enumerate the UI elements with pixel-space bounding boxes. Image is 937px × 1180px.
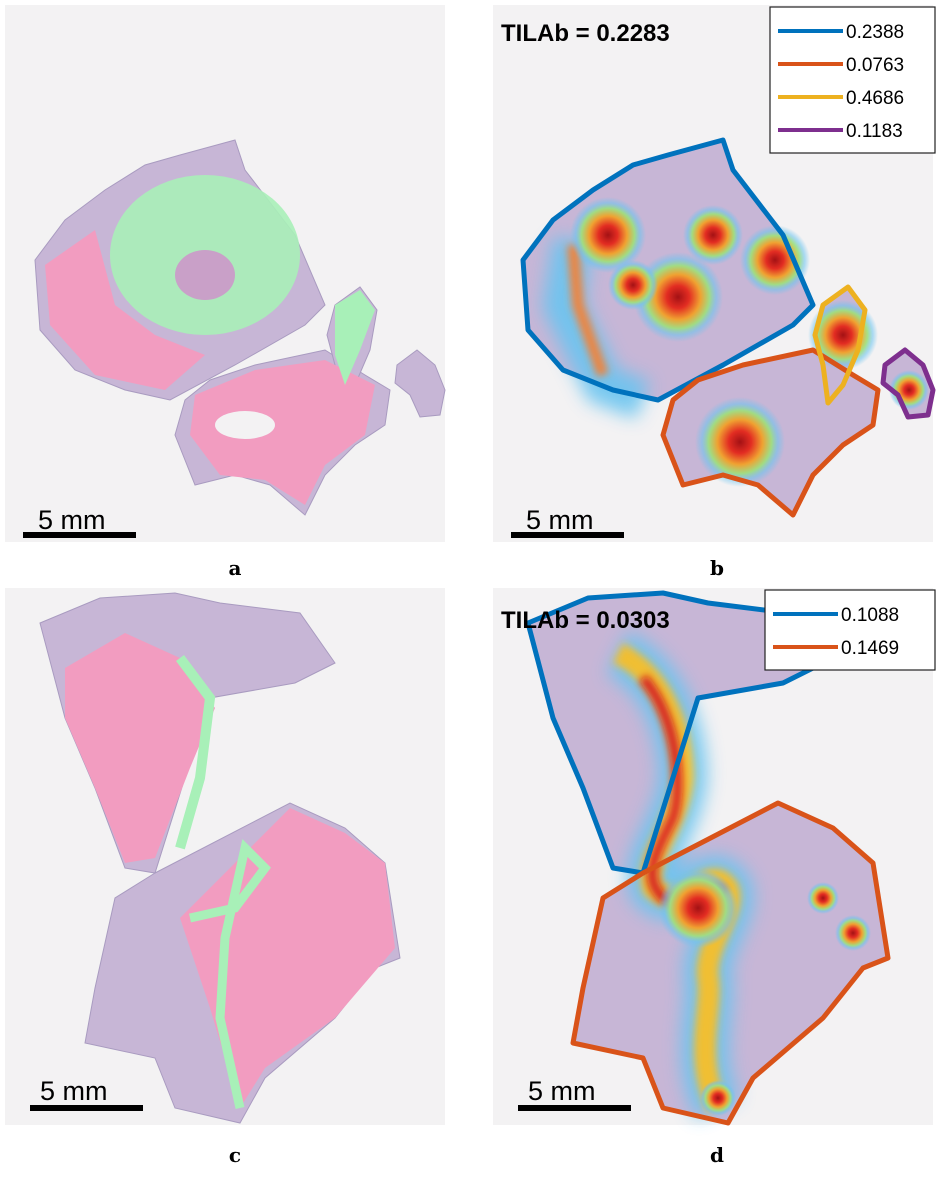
scale-bar-label: 5 mm <box>40 1076 108 1106</box>
legend-label: 0.1469 <box>841 638 899 659</box>
stroma-region <box>215 411 275 439</box>
scale-bar-label: 5 mm <box>526 505 594 535</box>
scale-bar <box>518 1105 631 1111</box>
scale-bar-label: 5 mm <box>38 505 106 535</box>
heat-spot <box>695 397 785 487</box>
panel-caption: c <box>229 1143 241 1167</box>
panel-caption: b <box>710 556 724 580</box>
legend-label: 0.2388 <box>846 22 904 43</box>
panel: 5 mm <box>5 5 445 542</box>
legend-label: 0.1183 <box>846 121 903 142</box>
panel: 5 mm <box>5 588 445 1125</box>
heat-spot <box>808 300 878 370</box>
heat-spot <box>658 868 738 948</box>
legend-label: 0.0763 <box>846 55 904 76</box>
panel-caption: d <box>710 1143 724 1167</box>
heat-spot <box>807 882 839 914</box>
tumor-region <box>175 250 235 300</box>
scale-bar-label: 5 mm <box>528 1076 596 1106</box>
heat-spot <box>835 915 871 951</box>
panel: TILAb = 0.0303 0.1088 0.1469 5 mm <box>493 588 935 1125</box>
legend-label: 0.4686 <box>846 88 904 109</box>
heat-spot <box>700 1080 736 1116</box>
tilab-value: TILAb = 0.0303 <box>501 607 670 634</box>
heat-spot <box>608 260 658 310</box>
heat-spot <box>683 205 743 265</box>
panel: TILAb = 0.2283 0.2388 0.0763 0.4686 0.1183 5 … <box>493 5 935 542</box>
tilab-value: TILAb = 0.2283 <box>501 20 670 47</box>
legend-label: 0.1088 <box>841 605 899 626</box>
scale-bar <box>23 532 136 538</box>
scale-bar <box>30 1105 143 1111</box>
panel-caption: a <box>229 556 242 580</box>
heat-spot <box>740 225 810 295</box>
figure: 5 mm a TILAb = 0.2283 0.2388 0.0763 0.4686 0.1… <box>0 0 937 1180</box>
scale-bar <box>511 532 624 538</box>
